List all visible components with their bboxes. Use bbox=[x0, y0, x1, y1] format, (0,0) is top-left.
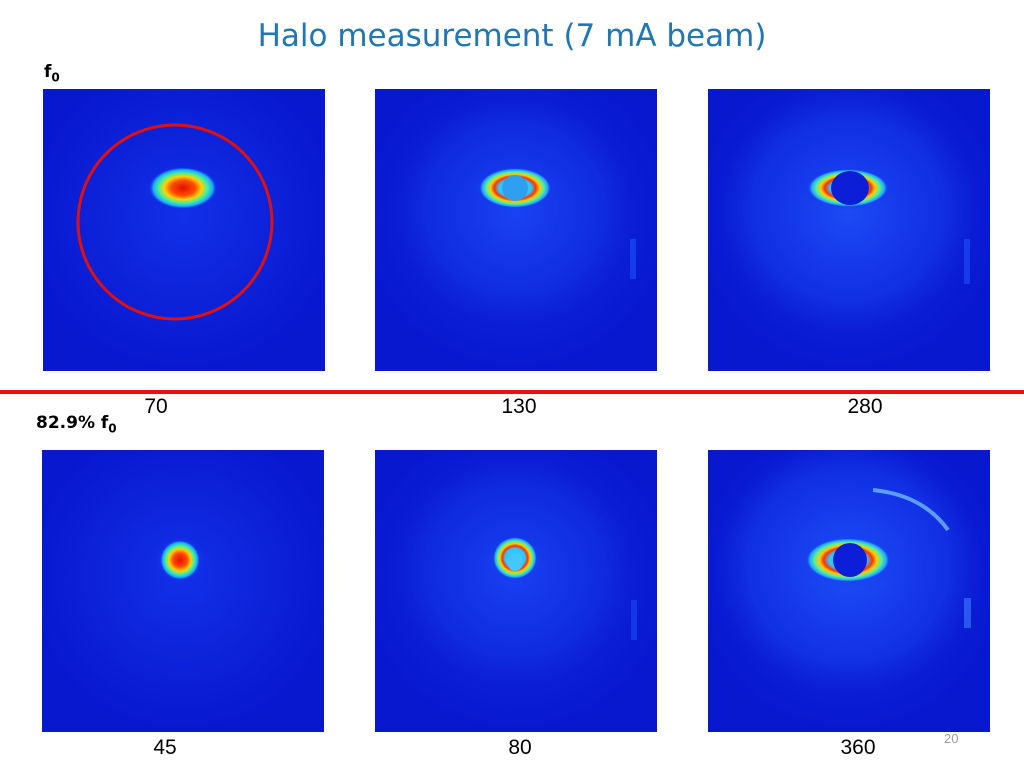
page-number: 20 bbox=[944, 731, 959, 746]
row-label-f0: f0 bbox=[44, 62, 60, 84]
beam-image-panel bbox=[42, 450, 324, 732]
panel-caption: 45 bbox=[153, 736, 177, 759]
halo-boundary-circle bbox=[76, 123, 274, 321]
panel-caption: 80 bbox=[508, 736, 532, 759]
panel-caption: 280 bbox=[847, 395, 883, 418]
beam-image-panel bbox=[708, 450, 990, 732]
row-label-subscript: 0 bbox=[51, 70, 60, 85]
row-divider bbox=[0, 390, 1024, 394]
panel-caption: 70 bbox=[144, 395, 168, 418]
row-label-subscript: 0 bbox=[108, 421, 117, 436]
row-label-main: 82.9% f bbox=[36, 413, 109, 433]
beam-image-panel bbox=[375, 89, 657, 371]
slide-title: Halo measurement (7 mA beam) bbox=[257, 18, 767, 54]
beam-image-panel bbox=[375, 450, 657, 732]
panel-caption: 360 bbox=[840, 736, 876, 759]
beam-image-panel bbox=[43, 89, 325, 371]
row-label-main: f bbox=[44, 62, 52, 82]
row-label-82-9-f0: 82.9% f0 bbox=[36, 413, 117, 435]
beam-image-panel bbox=[708, 89, 990, 371]
panel-caption: 130 bbox=[501, 395, 537, 418]
